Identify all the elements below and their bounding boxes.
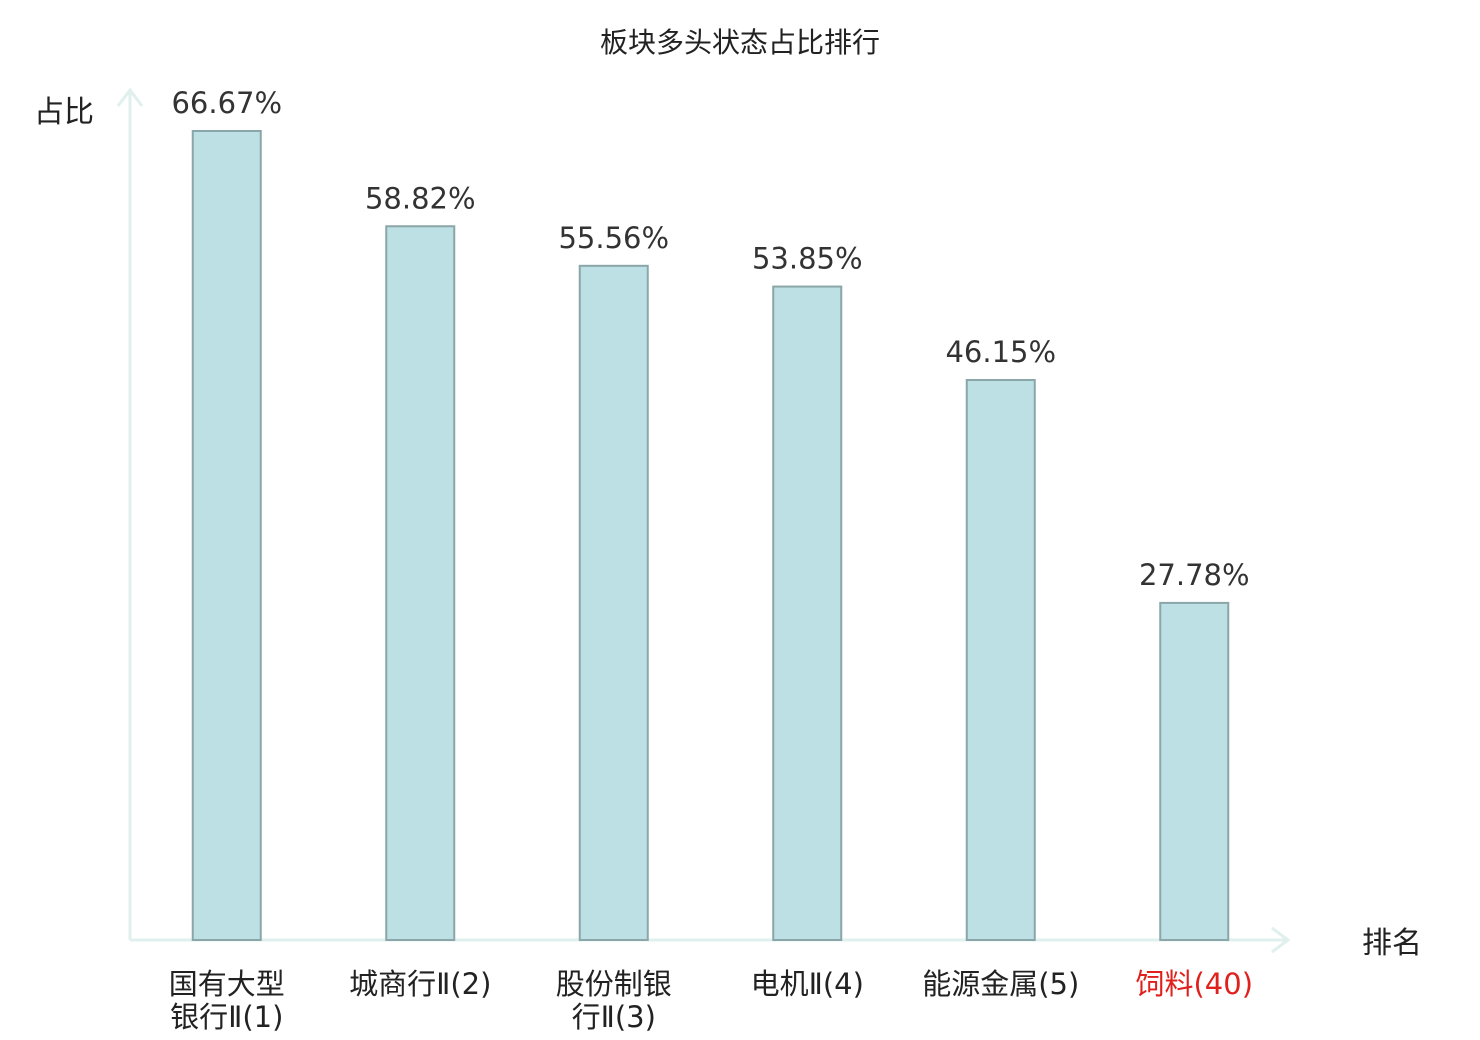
category-label-6: 饲料(40)	[1135, 967, 1253, 1001]
bar-5	[965, 378, 1036, 941]
category-label-3: 股份制银行Ⅱ(3)	[556, 967, 672, 1034]
category-label-5-line-1: 能源金属(5)	[922, 967, 1079, 1001]
y-axis	[116, 87, 144, 940]
bar-2	[385, 225, 456, 941]
category-label-1: 国有大型银行Ⅱ(1)	[169, 967, 285, 1034]
bar-4	[772, 285, 843, 941]
category-labels-group: 国有大型银行Ⅱ(1) 城商行Ⅱ(2) 股份制银行Ⅱ(3) 电机Ⅱ(4) 能源金属(5) 饲…	[169, 967, 1253, 1034]
value-label-2: 58.82%	[365, 181, 476, 215]
bar-1	[191, 130, 262, 941]
value-label-4: 53.85%	[752, 242, 863, 276]
category-label-2-line-1: 城商行Ⅱ(2)	[349, 967, 491, 1001]
value-label-5: 46.15%	[945, 335, 1056, 369]
category-label-1-line-1: 国有大型	[169, 967, 285, 1001]
bar-6	[1159, 601, 1230, 941]
y-axis-label: 占比	[34, 95, 94, 130]
value-label-1: 66.67%	[171, 86, 282, 120]
category-label-2: 城商行Ⅱ(2)	[349, 967, 491, 1001]
category-label-4: 电机Ⅱ(4)	[751, 967, 864, 1001]
bar-3	[578, 264, 649, 941]
category-label-5: 能源金属(5)	[922, 967, 1079, 1001]
chart-title: 板块多头状态占比排行	[600, 26, 880, 59]
value-label-6: 27.78%	[1139, 558, 1250, 592]
category-label-1-line-2: 银行Ⅱ(1)	[170, 1000, 283, 1034]
category-label-3-line-2: 行Ⅱ(3)	[572, 1000, 656, 1034]
x-axis-label: 排名	[1362, 926, 1422, 961]
category-label-3-line-1: 股份制银	[556, 967, 672, 1001]
x-axis	[130, 926, 1291, 954]
category-label-4-line-1: 电机Ⅱ(4)	[751, 967, 864, 1001]
category-label-6-line-1: 饲料(40)	[1135, 967, 1253, 1001]
value-labels-group: 66.67% 58.82% 55.56% 53.85% 46.15% 27.78%	[171, 86, 1249, 592]
bars-group	[191, 130, 1230, 941]
value-label-3: 55.56%	[558, 221, 669, 255]
